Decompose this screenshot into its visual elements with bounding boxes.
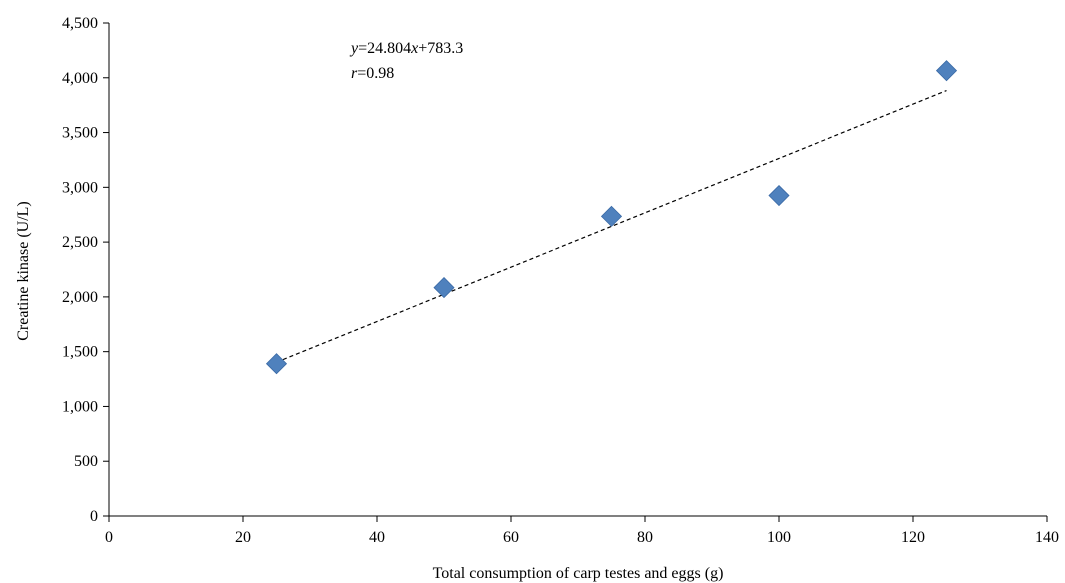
equation-y-variable: y	[349, 40, 359, 57]
x-tick-label: 120	[901, 529, 925, 546]
regression-equation: y=24.804x+783.3	[349, 40, 463, 57]
x-tick-label: 40	[369, 529, 385, 546]
y-tick-label: 4,500	[62, 15, 98, 32]
y-tick-label: 4,000	[62, 70, 98, 87]
equation-x-variable: x	[410, 40, 418, 57]
x-tick-label: 80	[637, 529, 653, 546]
x-axis-title: Total consumption of carp testes and egg…	[433, 565, 724, 582]
y-tick-label: 1,000	[62, 398, 98, 415]
x-tick-label: 140	[1035, 529, 1059, 546]
y-tick-label: 3,000	[62, 179, 98, 196]
y-axis-title: Creatine kinase (U/L)	[15, 201, 32, 341]
trendline	[276, 89, 947, 363]
trendline-group	[276, 89, 947, 363]
data-point-diamond	[600, 205, 623, 227]
y-tick-label: 2,000	[62, 289, 98, 306]
y-tick-label: 2,500	[62, 234, 98, 251]
y-tick-label: 500	[74, 453, 98, 470]
data-point-diamond	[265, 353, 288, 375]
data-point-diamond	[935, 60, 958, 82]
equation-slope: =24.804	[358, 40, 411, 57]
x-tick-label: 20	[235, 529, 251, 546]
data-points	[265, 60, 958, 375]
correlation-r-symbol: r	[351, 65, 358, 82]
x-tick-label: 100	[767, 529, 791, 546]
y-tick-label: 3,500	[62, 125, 98, 142]
data-point-diamond	[433, 277, 455, 299]
y-tick-label: 1,500	[62, 344, 98, 361]
y-tick-label: 0	[90, 508, 98, 525]
correlation-coefficient: r=0.98	[351, 65, 394, 82]
data-point-diamond	[768, 184, 790, 207]
axes	[108, 23, 1047, 517]
equation-intercept: +783.3	[418, 40, 463, 57]
axis-ticks: 0 500 1,000 1,500 2,000 2,500 3,000 3,500 4,000 4…	[62, 15, 1059, 546]
x-tick-label: 0	[105, 529, 113, 546]
x-tick-label: 60	[503, 529, 519, 546]
correlation-r-value: =0.98	[357, 65, 394, 82]
